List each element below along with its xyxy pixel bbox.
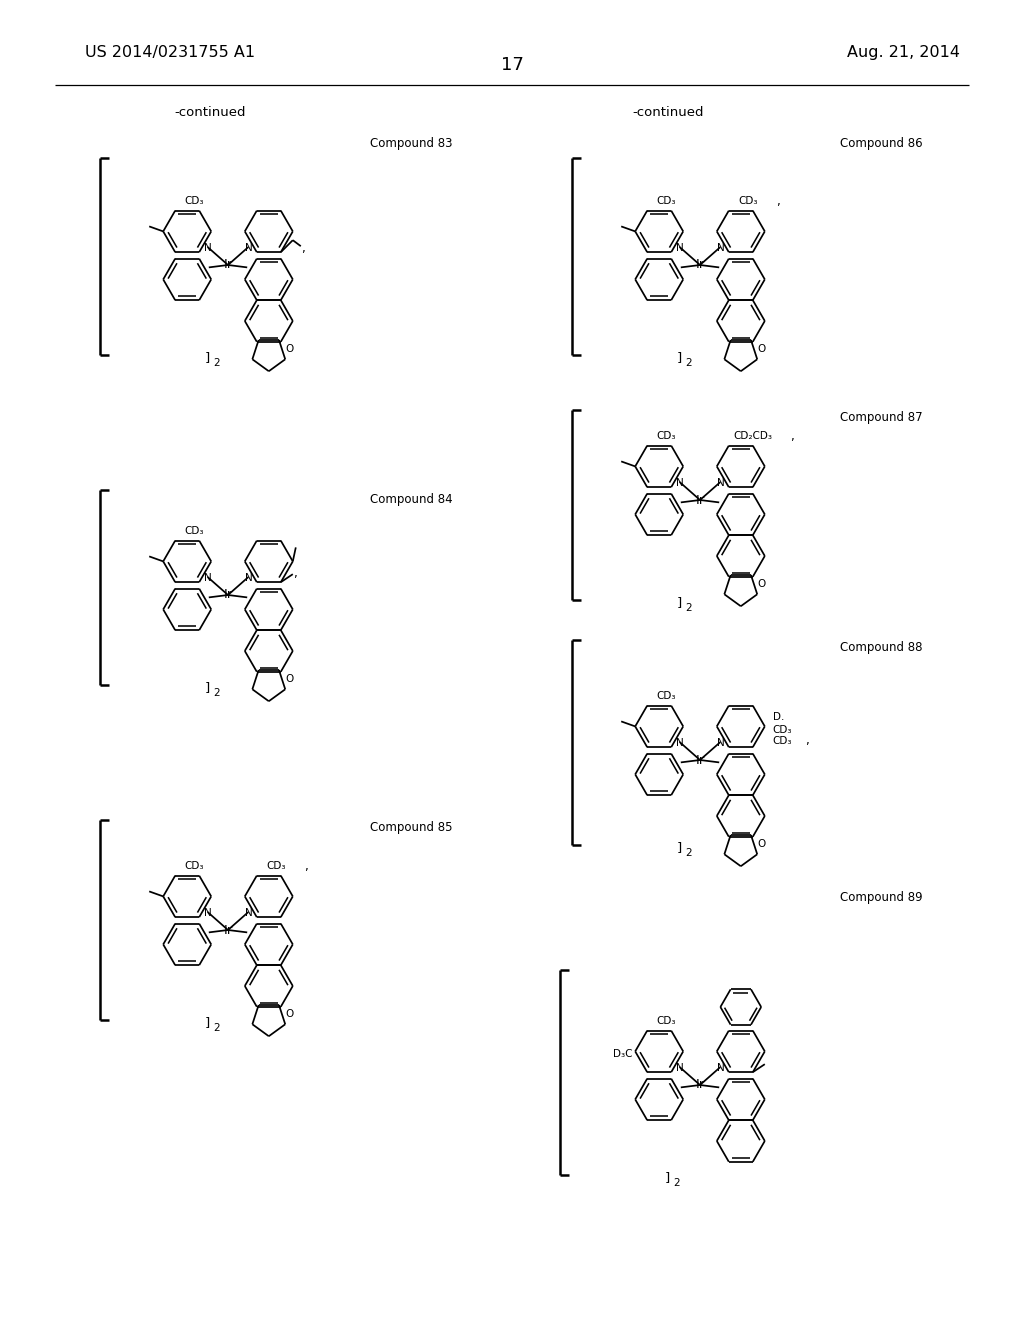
Text: Compound 83: Compound 83 [370, 136, 453, 149]
Text: N: N [204, 243, 212, 253]
Text: Ir: Ir [695, 1078, 705, 1092]
Text: CD₂CD₃: CD₂CD₃ [733, 432, 772, 441]
Text: Compound 85: Compound 85 [370, 821, 453, 834]
Text: CD₃: CD₃ [184, 527, 204, 536]
Text: -continued: -continued [632, 106, 703, 119]
Text: ,: , [776, 195, 779, 209]
Text: Compound 87: Compound 87 [840, 412, 923, 425]
Text: ,: , [805, 734, 809, 747]
Text: CD₃: CD₃ [656, 197, 676, 206]
Text: CD₃: CD₃ [738, 197, 758, 206]
Text: ,: , [301, 242, 305, 255]
Text: Compound 89: Compound 89 [840, 891, 923, 904]
Text: N: N [676, 738, 683, 748]
Text: Ir: Ir [695, 754, 705, 767]
Text: ]: ] [205, 1016, 210, 1030]
Text: N: N [676, 243, 683, 253]
Text: O: O [285, 673, 293, 684]
Text: 2: 2 [685, 603, 691, 612]
Text: CD₃: CD₃ [773, 735, 793, 746]
Text: ]: ] [677, 842, 682, 854]
Text: D₃C: D₃C [613, 1049, 633, 1059]
Text: O: O [285, 1008, 293, 1019]
Text: N: N [717, 738, 724, 748]
Text: O: O [757, 343, 765, 354]
Text: N: N [204, 908, 212, 919]
Text: D.: D. [773, 711, 784, 722]
Text: N: N [245, 908, 252, 919]
Text: 2: 2 [685, 847, 691, 858]
Text: N: N [717, 478, 724, 488]
Text: ]: ] [677, 351, 682, 364]
Text: Compound 88: Compound 88 [840, 642, 923, 655]
Text: CD₃: CD₃ [773, 725, 793, 735]
Text: 2: 2 [213, 1023, 219, 1034]
Text: CD₃: CD₃ [184, 197, 204, 206]
Text: O: O [285, 343, 293, 354]
Text: ]: ] [205, 681, 210, 694]
Text: Ir: Ir [695, 259, 705, 272]
Text: US 2014/0231755 A1: US 2014/0231755 A1 [85, 45, 255, 59]
Text: 2: 2 [685, 358, 691, 368]
Text: Ir: Ir [223, 924, 232, 936]
Text: ]: ] [205, 351, 210, 364]
Text: 17: 17 [501, 55, 523, 74]
Text: CD₃: CD₃ [656, 692, 676, 701]
Text: Aug. 21, 2014: Aug. 21, 2014 [847, 45, 961, 59]
Text: O: O [757, 838, 765, 849]
Text: ,: , [304, 859, 308, 873]
Text: N: N [245, 573, 252, 583]
Text: Ir: Ir [223, 589, 232, 602]
Text: CD₃: CD₃ [266, 862, 286, 871]
Text: CD₃: CD₃ [656, 432, 676, 441]
Text: Ir: Ir [223, 259, 232, 272]
Text: CD₃: CD₃ [656, 1016, 676, 1027]
Text: Compound 86: Compound 86 [840, 136, 923, 149]
Text: ,: , [790, 430, 794, 444]
Text: CD₃: CD₃ [184, 862, 204, 871]
Text: ,: , [293, 566, 297, 579]
Text: 2: 2 [213, 688, 219, 698]
Text: Compound 84: Compound 84 [370, 494, 453, 507]
Text: 2: 2 [673, 1177, 680, 1188]
Text: ]: ] [677, 597, 682, 610]
Text: N: N [245, 243, 252, 253]
Text: N: N [676, 478, 683, 488]
Text: 2: 2 [213, 358, 219, 368]
Text: N: N [676, 1063, 683, 1073]
Text: ]: ] [665, 1172, 671, 1184]
Text: N: N [717, 243, 724, 253]
Text: Ir: Ir [695, 494, 705, 507]
Text: N: N [717, 1063, 724, 1073]
Text: -continued: -continued [174, 106, 246, 119]
Text: N: N [204, 573, 212, 583]
Text: O: O [757, 578, 765, 589]
